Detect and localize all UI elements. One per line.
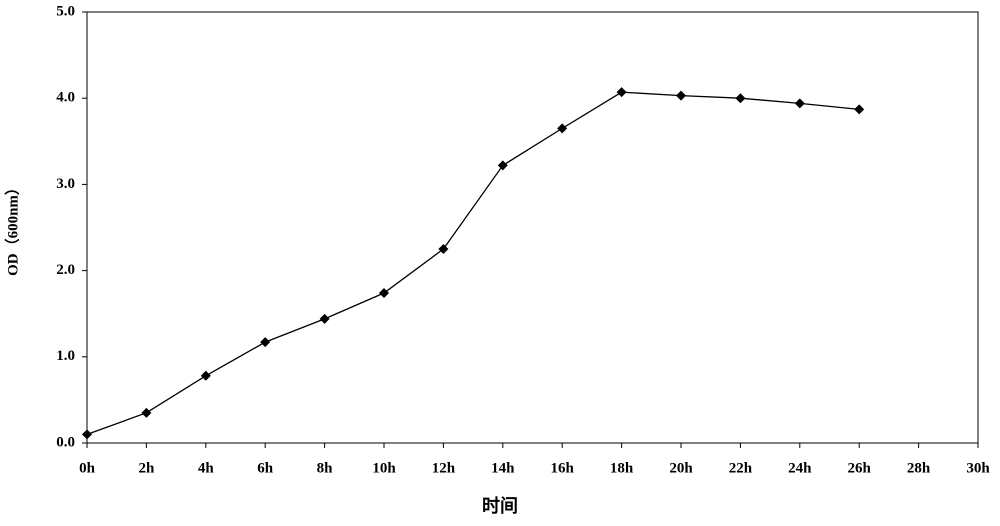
data-point (319, 313, 330, 324)
y-tick-label: 0.0 (56, 434, 75, 450)
y-tick-label: 2.0 (56, 262, 75, 278)
y-tick-label: 1.0 (56, 348, 75, 364)
data-point (557, 123, 568, 134)
x-axis-label: 时间 (482, 496, 518, 516)
x-tick-label: 12h (432, 460, 456, 476)
y-tick-label: 4.0 (56, 90, 75, 106)
data-point (616, 87, 627, 98)
data-point (794, 98, 805, 109)
data-point (497, 160, 508, 171)
x-tick-label: 18h (610, 460, 634, 476)
x-tick-label: 24h (788, 460, 812, 476)
x-tick-label: 6h (257, 460, 274, 476)
data-point (676, 90, 686, 101)
data-point (141, 407, 152, 418)
x-tick-label: 20h (669, 460, 693, 476)
data-point (260, 337, 271, 348)
x-tick-label: 30h (966, 460, 990, 476)
data-line (86, 91, 860, 435)
x-tick-label: 10h (372, 460, 396, 476)
x-tick-label: 8h (317, 460, 334, 476)
plot-frame (86, 11, 979, 444)
data-point (379, 288, 389, 299)
x-tick-label: 2h (138, 460, 155, 476)
data-point (438, 244, 449, 255)
data-point (735, 93, 746, 104)
x-tick-label: 22h (729, 460, 753, 476)
y-tick-label: 3.0 (56, 176, 75, 192)
x-tick-label: 28h (907, 460, 931, 476)
y-axis-label: OD（600nm） (3, 180, 21, 276)
x-tick-label: 0h (79, 460, 96, 476)
x-tick-label: 16h (551, 460, 575, 476)
x-tick-label: 4h (198, 460, 215, 476)
x-tick-label: 14h (491, 460, 515, 476)
x-tick-label: 26h (848, 460, 872, 476)
data-point (82, 429, 92, 440)
data-point (200, 370, 211, 381)
data-point (854, 104, 865, 115)
y-tick-label: 5.0 (56, 3, 75, 19)
